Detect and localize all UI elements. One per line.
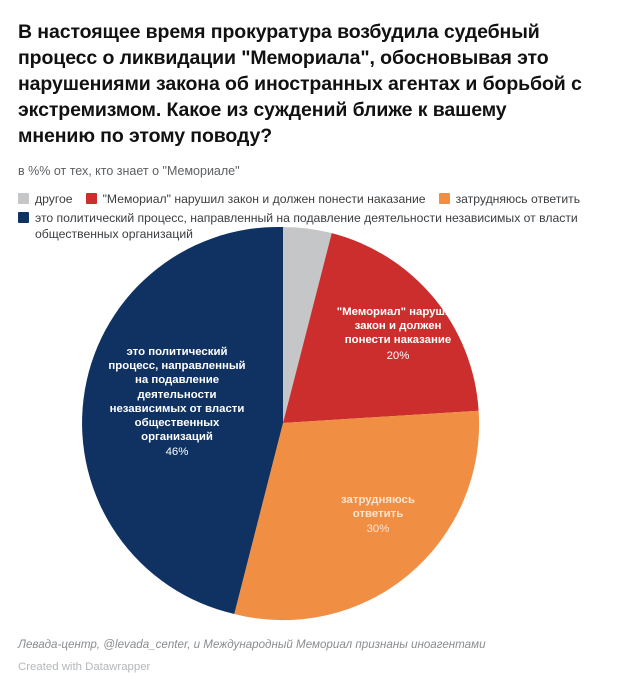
footer-disclaimer: Левада-центр, @levada_center, и Междунар… — [18, 638, 486, 651]
footer-credit: Created with Datawrapper — [18, 661, 151, 673]
legend-swatch-orange-icon — [438, 193, 450, 204]
legend-row-primary: другое "Мемориал" нарушил закон и должен… — [18, 191, 598, 210]
legend-label-broke-law: "Мемориал" нарушил закон и должен понест… — [102, 192, 426, 206]
pie-slice-political-process[interactable] — [82, 226, 283, 614]
pie-chart-svg — [82, 226, 480, 621]
pie-slice-other[interactable] — [283, 227, 332, 423]
legend-swatch-navy-icon — [18, 212, 29, 223]
legend-item-broke-law[interactable]: "Мемориал" нарушил закон и должен понест… — [85, 191, 426, 207]
chart-subtitle: в %% от тех, кто знает о "Мемориале" — [18, 164, 240, 178]
pie-slice-hard-to-answer[interactable] — [234, 410, 480, 621]
chart-footer: Левада-центр, @levada_center, и Междунар… — [18, 637, 608, 675]
pie-slice-broke-law[interactable] — [283, 233, 479, 423]
page-title: В настоящее время прокуратура возбудила … — [18, 21, 582, 147]
chart-legend: другое "Мемориал" нарушил закон и должен… — [18, 180, 598, 245]
legend-item-hard-to-answer[interactable]: затрудняюсь ответить — [438, 191, 581, 207]
legend-label-political-process: это политический процесс, направленный н… — [35, 211, 578, 241]
legend-item-political-process[interactable]: это политический процесс, направленный н… — [18, 210, 591, 242]
legend-swatch-red-icon — [85, 193, 97, 204]
pie-chart: это политический процесс, направленный н… — [0, 212, 625, 632]
legend-row-secondary: это политический процесс, направленный н… — [18, 210, 598, 245]
legend-swatch-grey-icon — [18, 193, 29, 204]
legend-item-other[interactable]: другое — [18, 191, 73, 207]
legend-label-hard-to-answer: затрудняюсь ответить — [455, 192, 581, 206]
legend-label-other: другое — [35, 192, 73, 206]
